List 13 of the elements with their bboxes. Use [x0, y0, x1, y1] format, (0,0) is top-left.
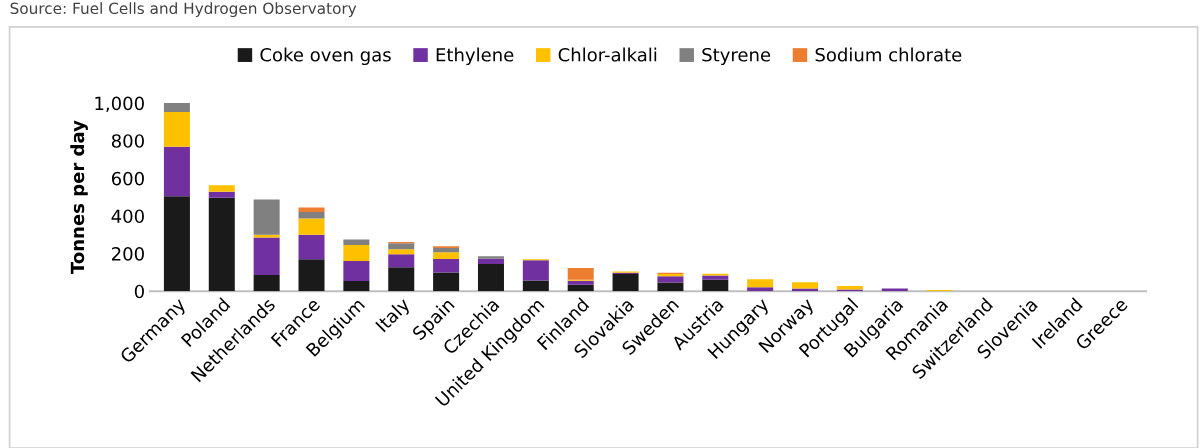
y-tick-label: 800	[111, 134, 144, 148]
y-axis-title: Tonnes per day	[70, 120, 88, 275]
legend-label: Chlor-alkali	[558, 47, 657, 62]
legend-label: Coke oven gas	[260, 47, 391, 66]
y-tick-label: 1,000	[95, 96, 144, 112]
source-note: Source: Fuel Cells and Hydrogen Observatory	[10, 2, 357, 18]
legend-label: Styrene	[702, 47, 771, 66]
legend-label: Ethylene	[436, 47, 514, 66]
y-tick-label: 200	[112, 247, 144, 261]
y-tick-label: 400	[111, 209, 144, 224]
y-tick-label: 600	[111, 171, 144, 186]
legend-label: Sodium chlorate	[815, 47, 962, 62]
y-tick-label: 0	[134, 284, 144, 299]
